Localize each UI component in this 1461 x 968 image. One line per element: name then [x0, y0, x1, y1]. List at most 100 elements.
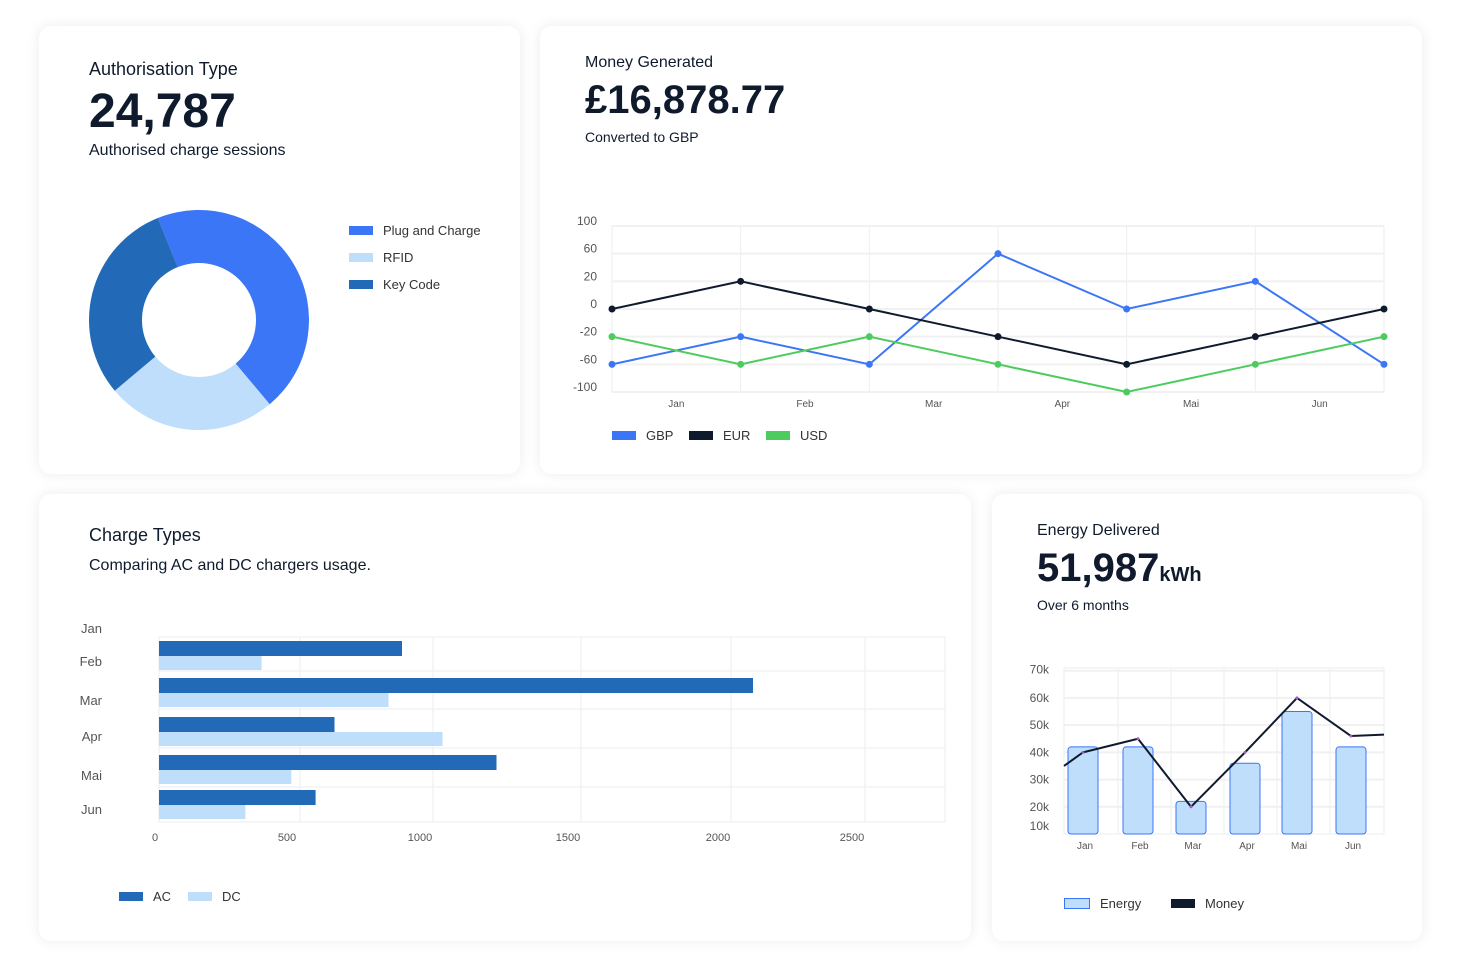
x-tick-label: 2000: [706, 832, 730, 844]
data-point: [1251, 360, 1259, 368]
data-point: [1136, 737, 1140, 741]
x-tick-label: Mai: [1183, 399, 1199, 410]
legend-item[interactable]: Energy: [1064, 896, 1141, 911]
legend-item[interactable]: AC: [119, 889, 171, 904]
data-point: [1251, 333, 1259, 341]
data-point: [865, 333, 873, 341]
y-tick-label: 40k: [1030, 745, 1050, 759]
card-title: Money Generated: [585, 54, 714, 71]
donut-slice: [88, 218, 178, 391]
legend-item[interactable]: EUR: [689, 428, 750, 443]
y-tick-label: Mar: [80, 693, 103, 708]
x-tick-label: Jun: [1345, 841, 1361, 852]
kpi-subtitle: Over 6 months: [1037, 597, 1129, 613]
energy-bar: [1229, 762, 1261, 835]
x-tick-label: Apr: [1055, 399, 1071, 410]
bar-ac: [159, 717, 335, 732]
legend-swatch: [612, 431, 636, 440]
data-point: [1380, 360, 1388, 368]
kpi-value: 51,987kWh: [1037, 546, 1202, 591]
bar-ac: [159, 755, 497, 770]
data-point: [1243, 750, 1247, 754]
bar-chart: 0 500 1000 1500 2000 2500 Jan Feb Mar Apr Mai Jun: [80, 621, 946, 844]
y-tick-label: Apr: [82, 729, 103, 744]
energy-card: Energy Delivered 51,987kWh Over 6 months…: [992, 494, 1422, 941]
legend-label: Money: [1205, 896, 1245, 911]
legend-item[interactable]: USD: [766, 428, 827, 443]
y-tick-label: 100: [577, 214, 597, 228]
legend-item[interactable]: Key Code: [349, 277, 440, 292]
legend-item[interactable]: Money: [1171, 896, 1244, 911]
x-tick-label: Mar: [925, 399, 943, 410]
data-point: [608, 305, 616, 313]
kpi-subtitle: Authorised charge sessions: [89, 142, 286, 159]
data-point: [1380, 333, 1388, 341]
kpi-subtitle: Converted to GBP: [585, 129, 699, 145]
data-point: [1081, 750, 1085, 754]
data-point: [737, 333, 745, 341]
data-point: [994, 333, 1002, 341]
data-point: [1123, 360, 1131, 368]
legend-swatch: [119, 892, 143, 901]
legend-label: USD: [800, 428, 828, 443]
y-tick-label: -100: [573, 380, 597, 394]
data-point: [1295, 696, 1299, 700]
legend-label: AC: [153, 889, 172, 904]
x-tick-label: 1000: [408, 832, 432, 844]
data-point: [1123, 388, 1131, 396]
card-title: Authorisation Type: [89, 59, 238, 79]
legend-item[interactable]: GBP: [612, 428, 673, 443]
data-point: [1251, 277, 1259, 285]
x-tick-label: 1500: [556, 832, 580, 844]
charge-types-card: Charge Types Comparing AC and DC charger…: [39, 494, 971, 941]
y-tick-label: Mai: [81, 768, 102, 783]
legend-label: RFID: [383, 250, 414, 265]
bar-ac: [159, 790, 316, 805]
money-line: [1063, 696, 1385, 808]
data-point: [865, 305, 873, 313]
energy-bar: [1122, 746, 1154, 835]
bar-ac: [159, 641, 402, 656]
bar-ac: [159, 678, 753, 693]
legend-swatch: [1064, 898, 1090, 909]
x-tick-label: Jun: [1312, 399, 1328, 410]
data-point: [1380, 305, 1388, 313]
legend-swatch: [1171, 899, 1195, 908]
x-tick-label: Mar: [1184, 841, 1202, 852]
energy-value: 51,987: [1037, 546, 1160, 590]
legend-item[interactable]: Plug and Charge: [349, 223, 481, 238]
line-chart: 100 60 20 0 -20 -60 -100 Jan Feb Mar Apr Mai Jun: [573, 214, 1388, 410]
y-tick-label: Jan: [81, 621, 102, 636]
legend-label: DC: [222, 889, 241, 904]
y-tick-label: -20: [580, 325, 598, 339]
energy-bar: [1281, 711, 1313, 835]
card-title: Charge Types: [89, 525, 201, 545]
money-card: Money Generated £16,878.77 Converted to …: [540, 26, 1422, 474]
bar-dc: [159, 770, 292, 784]
donut-slice: [157, 209, 309, 405]
legend-label: Key Code: [383, 277, 441, 292]
legend-item[interactable]: DC: [188, 889, 241, 904]
card-subtitle: Comparing AC and DC chargers usage.: [89, 557, 371, 574]
legend-swatch: [349, 226, 373, 235]
kpi-value: 24,787: [89, 85, 236, 138]
bar-dc: [159, 693, 389, 707]
legend-item[interactable]: RFID: [349, 250, 413, 265]
data-point: [1189, 805, 1193, 809]
y-tick-label: 60: [584, 242, 598, 256]
x-tick-label: 0: [152, 832, 158, 844]
data-point: [865, 360, 873, 368]
y-tick-label: Jun: [81, 802, 102, 817]
data-point: [737, 277, 745, 285]
energy-bar: [1067, 746, 1099, 835]
x-tick-label: Jan: [1077, 841, 1093, 852]
x-tick-label: Feb: [796, 399, 814, 410]
y-tick-label: 10k: [1030, 819, 1050, 833]
x-tick-label: 2500: [840, 832, 864, 844]
legend-label: GBP: [646, 428, 674, 443]
combo-chart: 70k 60k 50k 40k 30k 20k 10k Jan Feb Mar Apr Mai Jun: [1030, 663, 1385, 852]
legend-label: Plug and Charge: [383, 223, 481, 238]
x-tick-label: Mai: [1291, 841, 1307, 852]
data-point: [608, 360, 616, 368]
legend-swatch: [766, 431, 790, 440]
